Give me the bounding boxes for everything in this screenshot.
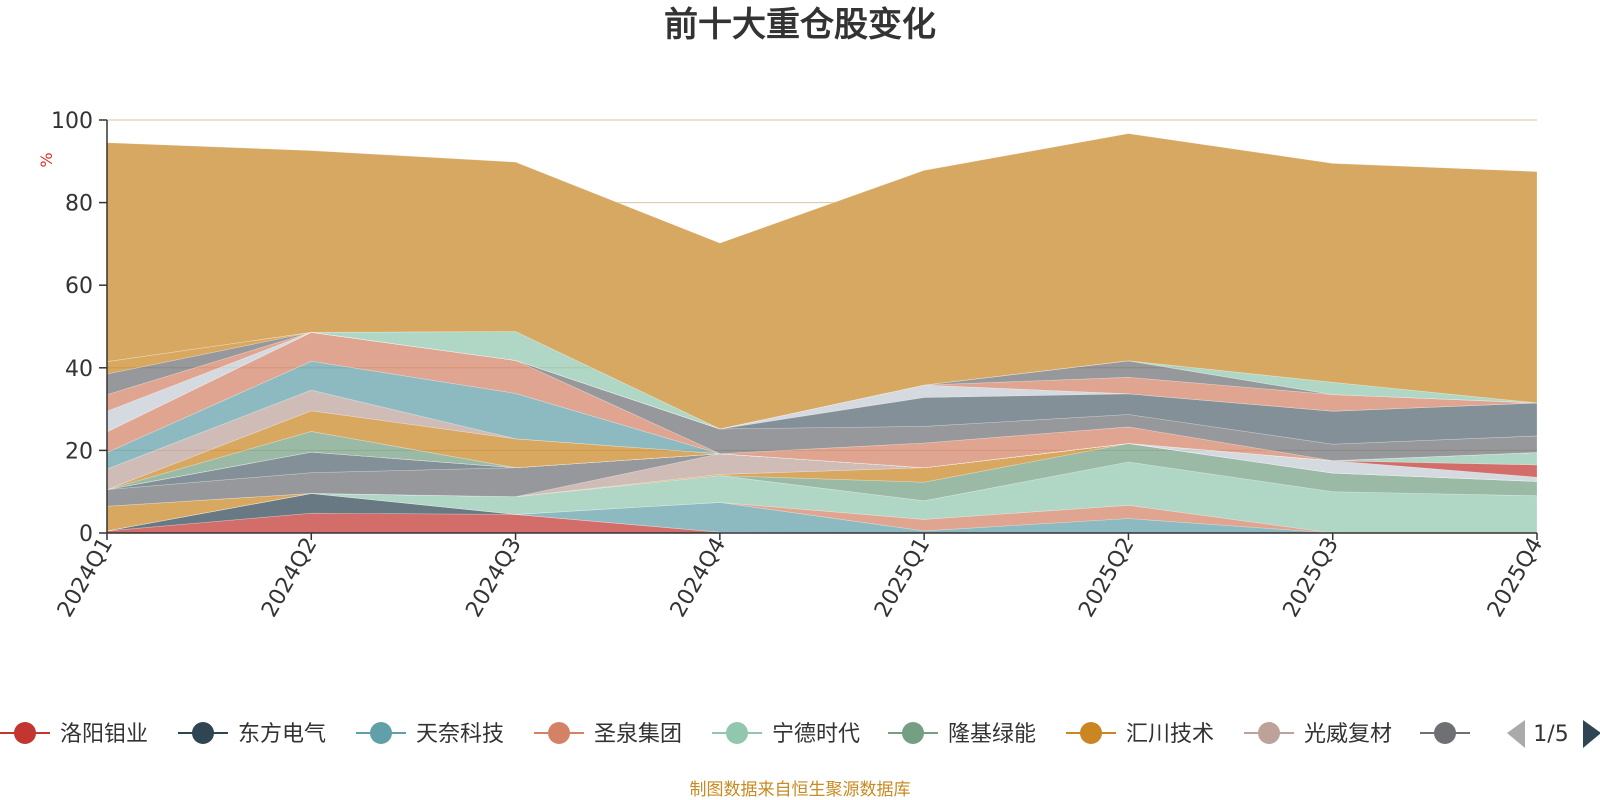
legend-marker-icon (14, 722, 36, 744)
legend-item[interactable] (1420, 722, 1470, 744)
x-tick-label: 2025Q4 (1483, 534, 1548, 622)
y-tick-label: 80 (65, 192, 93, 217)
legend-item[interactable]: 光威复材 (1244, 722, 1392, 747)
area-series-26 (106, 133, 1538, 430)
legend-marker-icon (902, 722, 924, 744)
area-series (106, 133, 1538, 534)
footer-source: 制图数据来自恒生聚源数据库 (690, 780, 911, 800)
legend-item[interactable]: 天奈科技 (356, 722, 504, 747)
legend-page-indicator: 1/5 (1533, 722, 1568, 747)
legend-marker-icon (1080, 722, 1102, 744)
legend: 洛阳钼业 东方电气 天奈科技 圣泉集团 宁德时代 隆基绿能 汇川技术 光威复材 (0, 722, 1470, 747)
legend-label: 宁德时代 (772, 722, 860, 747)
y-tick-label: 0 (79, 522, 93, 547)
legend-next-arrow-icon[interactable] (1583, 720, 1600, 748)
chart-title: 前十大重仓股变化 (664, 5, 936, 45)
legend-item[interactable]: 宁德时代 (712, 722, 860, 747)
legend-marker-icon (726, 722, 748, 744)
legend-label: 隆基绿能 (948, 722, 1036, 747)
legend-label: 天奈科技 (416, 722, 504, 747)
legend-item[interactable]: 隆基绿能 (888, 722, 1036, 747)
legend-marker-icon (1434, 722, 1456, 744)
x-tick-label: 2024Q4 (666, 534, 731, 622)
legend-label: 东方电气 (238, 722, 326, 747)
legend-item[interactable]: 汇川技术 (1066, 722, 1214, 747)
x-tick-label: 2024Q2 (257, 534, 322, 622)
x-tick-label: 2025Q2 (1074, 534, 1139, 622)
legend-marker-icon (1258, 722, 1280, 744)
x-tick-label: 2025Q1 (870, 534, 935, 622)
legend-label: 汇川技术 (1126, 722, 1214, 747)
legend-label: 圣泉集团 (594, 722, 682, 747)
legend-label: 洛阳钼业 (60, 722, 148, 747)
y-tick-label: 40 (65, 357, 93, 382)
legend-item[interactable]: 东方电气 (178, 722, 326, 747)
y-tick-label: 20 (65, 439, 93, 464)
legend-marker-icon (548, 722, 570, 744)
legend-pager: 1/5 (1507, 720, 1600, 748)
legend-item[interactable]: 洛阳钼业 (0, 722, 148, 747)
x-tick-label: 2024Q3 (461, 534, 526, 622)
x-tick-label: 2025Q3 (1279, 534, 1344, 622)
legend-label: 光威复材 (1304, 722, 1392, 747)
legend-prev-arrow-icon[interactable] (1507, 720, 1525, 748)
y-tick-label: 100 (51, 109, 93, 134)
legend-marker-icon (192, 722, 214, 744)
y-axis-unit: % (37, 152, 56, 167)
y-tick-label: 60 (65, 274, 93, 299)
legend-item[interactable]: 圣泉集团 (534, 722, 682, 747)
legend-marker-icon (370, 722, 392, 744)
